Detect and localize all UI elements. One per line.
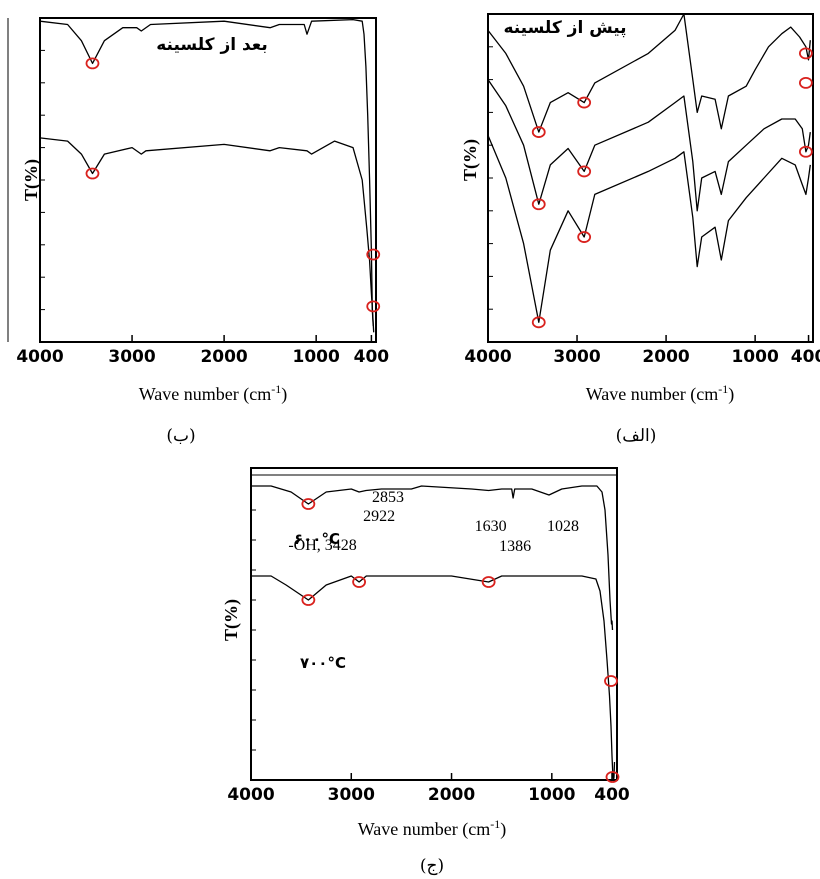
- x-tick-label-jim-1000: 1000: [528, 785, 575, 805]
- x-tick-label-b-2000: 2000: [200, 347, 247, 367]
- caption-jim: (ج): [420, 856, 444, 876]
- plot-frame-b: [39, 17, 377, 343]
- x-tick-label-alef-4000: 4000: [464, 347, 511, 367]
- peak-marker-alef-9: [798, 76, 813, 89]
- peak-marker-b-3: [366, 248, 381, 261]
- panel-b: 4000 3000 2000 1000 400 بعد از کلسینه T(%) W…: [7, 17, 390, 446]
- chart-title-b: بعد از کلسینه: [156, 35, 268, 55]
- y-axis-label-jim: T(%): [221, 599, 242, 641]
- peak-marker-jim-2: [301, 594, 316, 606]
- x-tick-label-b-4000: 4000: [16, 347, 63, 367]
- peak-marker-alef-7: [531, 316, 546, 329]
- peak-marker-jim-1: [301, 498, 316, 510]
- caption-b: (ب): [166, 426, 195, 446]
- panel-alef: 4000 3000 2000 1000 400 پیش از کلسینه T(%) W…: [460, 13, 820, 446]
- spectrum-line-jim-1: [251, 485, 614, 631]
- peak-marker-alef-2: [577, 96, 592, 109]
- peak-annotation-3: 2853: [372, 489, 404, 506]
- x-axis-label-alef: Wave number (cm-1): [586, 382, 735, 405]
- x-tick-label-b-400: 400: [354, 347, 390, 367]
- x-tick-label-alef-1000: 1000: [731, 347, 778, 367]
- peak-marker-jim-5: [604, 675, 618, 687]
- peak-annotation-4: 1630: [475, 518, 507, 535]
- x-tick-label-b-3000: 3000: [108, 347, 155, 367]
- spectrum-line-jim-2: [251, 575, 616, 781]
- x-axis-label-b: Wave number (cm-1): [139, 382, 288, 405]
- peak-annotation-5: 1386: [499, 538, 531, 555]
- peak-marker-jim-6: [605, 771, 620, 783]
- x-tick-label-alef-3000: 3000: [553, 347, 600, 367]
- peak-marker-alef-3: [798, 47, 813, 60]
- spectrum-line-alef-2: [487, 79, 811, 212]
- peak-marker-alef-8: [577, 231, 592, 243]
- chart-title-alef: پیش از کلسینه: [503, 18, 626, 38]
- x-axis-label-jim: Wave number (cm-1): [358, 817, 507, 840]
- x-tick-label-jim-3000: 3000: [328, 785, 375, 805]
- peak-annotation-2: 2922: [363, 508, 395, 525]
- peak-marker-jim-4: [481, 576, 496, 588]
- x-tick-label-b-1000: 1000: [293, 347, 340, 367]
- spectrum-line-b-1: [39, 18, 374, 326]
- plot-frame-jim: [250, 467, 618, 781]
- peak-annotation-1: -OH, 3428: [288, 537, 356, 554]
- spectrum-line-alef-3: [487, 135, 811, 323]
- x-tick-label-jim-400: 400: [594, 785, 630, 805]
- spectrum-line-b-2: [39, 137, 375, 333]
- x-tick-label-alef-400: 400: [791, 347, 820, 367]
- curve-label-700: ۷۰۰°C: [300, 654, 346, 672]
- peak-marker-alef-4: [531, 198, 546, 211]
- peak-marker-alef-6: [798, 145, 813, 158]
- y-axis-label-b: T(%): [21, 159, 42, 201]
- peak-marker-b-4: [366, 300, 381, 313]
- spectrum-line-alef-1: [487, 13, 811, 133]
- panel-jim: 4000 3000 2000 1000 400 -OH, 3428 2922 2853 163…: [221, 467, 630, 876]
- peak-marker-b-1: [85, 57, 100, 70]
- caption-alef: (الف): [616, 426, 657, 446]
- peak-marker-jim-3: [352, 576, 366, 588]
- x-tick-label-jim-4000: 4000: [227, 785, 274, 805]
- peak-marker-alef-1: [531, 126, 546, 138]
- x-tick-label-alef-2000: 2000: [642, 347, 689, 367]
- peak-marker-alef-5: [577, 165, 592, 178]
- curve-label-600: ۶۰۰°C: [294, 530, 340, 548]
- y-axis-label-alef: T(%): [460, 139, 481, 181]
- x-tick-label-jim-2000: 2000: [428, 785, 475, 805]
- peak-annotation-6: 1028: [547, 518, 579, 535]
- peak-marker-b-2: [85, 167, 100, 180]
